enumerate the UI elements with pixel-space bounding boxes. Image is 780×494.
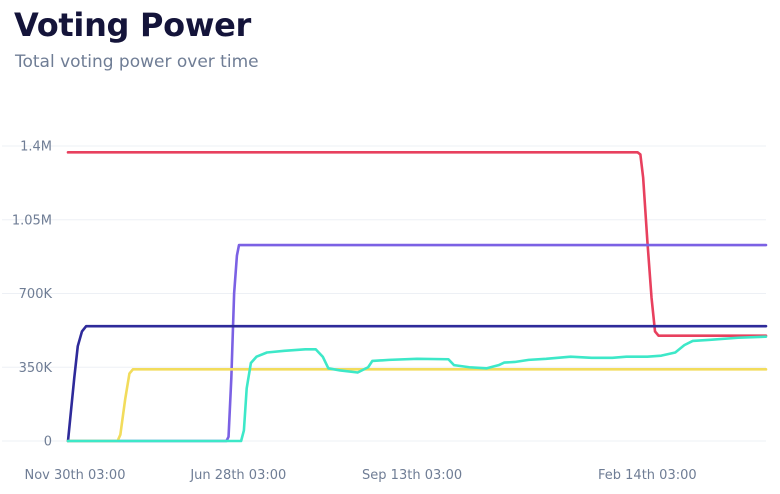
y-tick-label: 1.4M [20,140,52,155]
y-axis-tick-labels: 0 350K 700K 1.05M 1.4M [12,140,53,450]
x-tick-label: Nov 30th 03:00 [24,468,125,483]
series-line-4 [66,368,768,443]
x-axis-tick-labels: Nov 30th 03:00 Jun 28th 03:00 Sep 13th 03:… [24,468,696,483]
chart-title: Voting Power [14,6,251,44]
series-line-2 [66,243,768,443]
chart-subtitle: Total voting power over time [15,52,259,72]
y-tick-label: 350K [19,361,53,376]
series-line-5 [66,335,768,443]
series-lines [66,151,768,443]
series-line-3 [66,324,768,443]
x-tick-label: Sep 13th 03:00 [362,468,462,483]
gridlines [2,145,766,442]
x-tick-label: Feb 14th 03:00 [598,468,697,483]
y-tick-label: 1.05M [12,213,52,228]
y-tick-label: 700K [19,287,53,302]
x-tick-label: Jun 28th 03:00 [189,468,286,483]
y-tick-label: 0 [44,435,52,450]
series-line-1 [66,151,768,337]
